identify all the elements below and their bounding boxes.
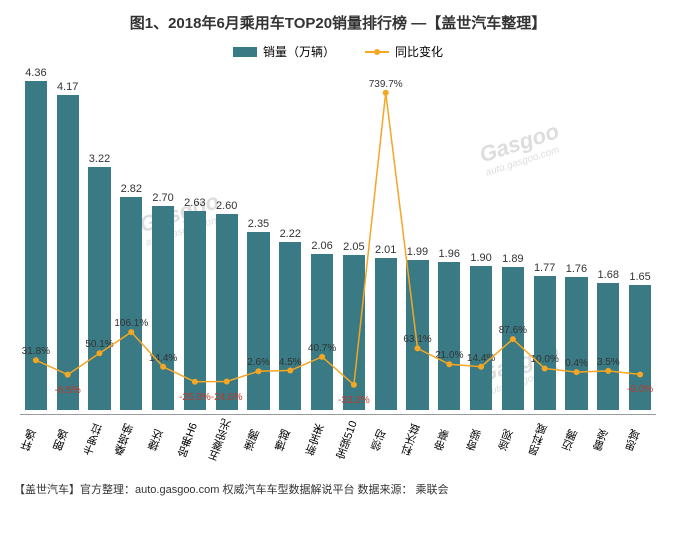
legend-line-swatch	[365, 51, 389, 53]
bar-value-label: 4.17	[57, 81, 78, 93]
bar	[25, 81, 47, 410]
bar	[534, 276, 556, 410]
pct-label: 739.7%	[369, 79, 403, 90]
pct-label: 14.4%	[467, 353, 495, 364]
legend: 销量（万辆） 同比变化	[0, 43, 676, 60]
pct-label: 63.1%	[403, 334, 431, 345]
bar-col: 2.60	[211, 200, 243, 410]
bar-col: 2.63	[179, 197, 211, 410]
pct-label: 2.6%	[247, 357, 270, 368]
pct-label: 40.7%	[308, 343, 336, 354]
bar	[184, 211, 206, 410]
bar-col: 2.22	[274, 228, 306, 410]
bar-value-label: 1.68	[598, 269, 619, 281]
bar	[88, 167, 110, 410]
bar-col: 1.68	[592, 269, 624, 410]
pct-label: 10.0%	[531, 354, 559, 365]
plot-area: Gasgooauto.gasgoo.comGasgooauto.gasgoo.c…	[20, 70, 656, 410]
bar-col: 2.05	[338, 241, 370, 410]
bar-value-label: 3.22	[89, 153, 110, 165]
bar	[343, 255, 365, 410]
chart-container: 图1、2018年6月乘用车TOP20销量排行榜 —【盖世汽车整理】 销量（万辆）…	[0, 0, 676, 539]
pct-label: -24.6%	[211, 392, 243, 403]
bar-value-label: 2.06	[311, 240, 332, 252]
legend-bar-swatch	[233, 47, 257, 57]
legend-bar-label: 销量（万辆）	[263, 43, 335, 60]
pct-label: 4.5%	[279, 357, 302, 368]
bar	[565, 277, 587, 410]
bar-col: 3.22	[84, 153, 116, 410]
bar	[152, 206, 174, 410]
pct-label: -6.0%	[627, 384, 653, 395]
bar-col: 1.96	[433, 248, 465, 410]
bar-value-label: 1.76	[566, 263, 587, 275]
pct-label: 50.1%	[85, 339, 113, 350]
bar-col: 2.70	[147, 192, 179, 410]
bar	[57, 95, 79, 410]
bar-col: 2.35	[243, 218, 275, 410]
bar	[502, 267, 524, 410]
footer-text: 【盖世汽车】官方整理：auto.gasgoo.com 权威汽车车型数据解说平台 …	[0, 475, 676, 497]
bar-value-label: 2.22	[280, 228, 301, 240]
bar	[311, 254, 333, 410]
pct-label: 0.4%	[565, 358, 588, 369]
bar-row: 4.36 4.17 3.22 2.82 2.70 2.63 2.60 2.35 2.22 2.06…	[20, 70, 656, 410]
bar-col: 1.76	[561, 263, 593, 410]
legend-bar-item: 销量（万辆）	[233, 43, 335, 60]
pct-label: 3.5%	[597, 357, 620, 368]
pct-label: 14.4%	[149, 353, 177, 364]
legend-line-item: 同比变化	[365, 43, 443, 60]
pct-label: 87.6%	[499, 325, 527, 336]
bar-col: 2.01	[370, 244, 402, 410]
bar-value-label: 2.35	[248, 218, 269, 230]
bar	[438, 262, 460, 410]
bar-col: 1.99	[402, 246, 434, 410]
bar-value-label: 1.90	[470, 252, 491, 264]
pct-label: 106.1%	[114, 318, 148, 329]
bar	[247, 232, 269, 410]
bar	[470, 266, 492, 410]
bar-value-label: 2.82	[121, 183, 142, 195]
pct-label: 31.8%	[22, 346, 50, 357]
bar-value-label: 2.60	[216, 200, 237, 212]
bar-col: 4.36	[20, 67, 52, 410]
bar-value-label: 2.05	[343, 241, 364, 253]
bar	[279, 242, 301, 410]
bar-value-label: 2.70	[152, 192, 173, 204]
bar-col: 1.77	[529, 262, 561, 410]
pct-label: -6.5%	[55, 385, 81, 396]
bar	[375, 258, 397, 410]
bar-col: 2.06	[306, 240, 338, 410]
bar	[216, 214, 238, 410]
bar-col: 4.17	[52, 81, 84, 410]
bar-col: 2.82	[115, 183, 147, 410]
x-axis: 轩逸朗逸卡罗拉桑塔纳捷达哈弗H6五菱宏光速腾博越新宝来宝骏510领动科沃兹帝豪奇…	[20, 414, 656, 475]
bar-value-label: 2.63	[184, 197, 205, 209]
bar-value-label: 1.99	[407, 246, 428, 258]
pct-label: 21.0%	[435, 350, 463, 361]
legend-line-label: 同比变化	[395, 43, 443, 60]
bar-value-label: 1.65	[629, 271, 650, 283]
bar-value-label: 2.01	[375, 244, 396, 256]
pct-label: -25.3%	[179, 392, 211, 403]
pct-label: -33.2%	[338, 395, 370, 406]
bar-value-label: 4.36	[25, 67, 46, 79]
bar-value-label: 1.96	[439, 248, 460, 260]
chart-title: 图1、2018年6月乘用车TOP20销量排行榜 —【盖世汽车整理】	[0, 0, 676, 33]
bar-col: 1.90	[465, 252, 497, 410]
bar	[597, 283, 619, 410]
bar-value-label: 1.77	[534, 262, 555, 274]
bar-value-label: 1.89	[502, 253, 523, 265]
bar	[120, 197, 142, 410]
